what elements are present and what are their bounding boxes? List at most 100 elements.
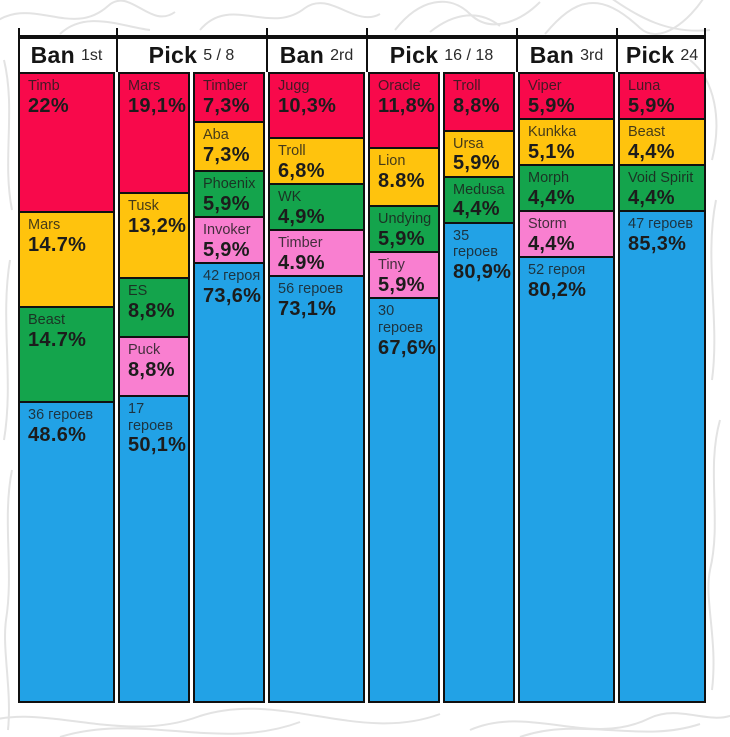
segment-value: 4,9% [278,205,325,228]
segment-value: 5,9% [453,152,500,175]
segment-label: 47 героев [628,216,694,232]
segment-value: 4.9% [278,251,325,274]
segment-green: WK 4,9% [270,185,363,230]
segment-yellow: Tusk 13,2% [120,194,188,278]
segment-blue: 35 героев 80,9% [445,223,513,701]
segment-red: Viper 5,9% [520,74,613,118]
segment-value: 14.7% [28,328,87,351]
segment-label: 36 героев [28,406,94,423]
segment-label: Luna [628,78,661,94]
segment-label: Viper [528,78,562,94]
segment-value: 11,8% [378,94,436,117]
segment-label: Morph [528,170,570,186]
segment-value: 67,6% [378,336,437,359]
header-group-pick-58: Pick 5 / 8 [118,39,265,72]
segment-label: Phoenix [203,175,256,192]
segment-red: Timber 7,3% [195,74,263,121]
header-group-sub-label: 1st [81,46,103,64]
segment-label: 17 героев [128,400,173,434]
segment-yellow: Troll 6,8% [270,139,363,184]
bar-column-6: Troll 8,8% Ursa 5,9% Medusa 4,4% 35 героев 80,9… [443,72,515,703]
segment-value: 7,3% [203,94,250,117]
draft-stats-stacked-bar-chart: Ban 1st Pick 5 / 8 Ban 2rd Pick 16 / 18 Ban 3rd Pi… [18,28,706,703]
segment-value: 5,9% [203,192,250,215]
segment-label: Puck [128,342,161,359]
chart-body: Timb 22% Mars 14.7% Beast 14.7% 36 героев 48.6%… [18,72,706,703]
bar-column-7: Viper 5,9% Kunkka 5,1% Morph 4,4% Storm 4,4% 52 … [518,72,615,703]
segment-label: Mars [128,78,161,94]
segment-label: Beast [628,124,666,140]
chart-top-border [18,35,706,39]
segment-value: 50,1% [128,434,187,457]
header-group-main-label: Ban [529,42,575,68]
segment-red: Mars 19,1% [120,74,188,193]
segment-green: ES 8,8% [120,279,188,337]
header-separator-line [704,28,706,72]
segment-blue: 47 героев 85,3% [620,212,704,701]
header-separator-line [266,28,268,72]
segment-red: Troll 8,8% [445,74,513,130]
segment-label: Troll [453,78,481,94]
segment-blue: 30 героев 67,6% [370,299,438,701]
segment-value: 5,9% [528,94,575,117]
segment-label: Void Spirit [628,170,694,186]
segment-value: 14.7% [28,233,87,256]
segment-value: 22% [28,94,69,117]
segment-green: Undying 5,9% [370,207,438,252]
segment-pink: Tiny 5,9% [370,253,438,298]
segment-label: Jugg [278,78,310,94]
header-group-sub-label: 2rd [330,46,354,64]
segment-green: Morph 4,4% [520,166,613,210]
bar-column-4: Jugg 10,3% Troll 6,8% WK 4,9% Timber 4.9% 56 гер… [268,72,365,703]
header-group-ban-2rd: Ban 2rd [268,39,365,72]
segment-red: Luna 5,9% [620,74,704,118]
header-group-main-label: Pick [625,42,675,68]
segment-blue: 42 героя 73,6% [195,263,263,701]
header-group-ban-3rd: Ban 3rd [518,39,615,72]
segment-label: WK [278,189,302,206]
header-separator-line [116,28,118,72]
segment-label: ES [128,283,148,300]
segment-value: 5,9% [203,238,250,261]
header-group-pick-24: Pick 24 [618,39,706,72]
header-separator-line [516,28,518,72]
segment-value: 48.6% [28,423,87,446]
header-group-main-label: Ban [30,42,75,68]
segment-yellow: Kunkka 5,1% [520,120,613,164]
segment-value: 8,8% [128,358,175,381]
segment-pink: Puck 8,8% [120,338,188,395]
segment-value: 8,8% [128,300,175,323]
segment-value: 80,9% [453,260,512,283]
segment-value: 10,3% [278,94,337,117]
segment-label: Timb [28,78,60,94]
segment-value: 19,1% [128,94,187,117]
segment-value: 85,3% [628,232,687,255]
segment-value: 4,4% [628,140,675,163]
header-separator-line [366,28,368,72]
segment-label: 56 героев [278,281,344,298]
segment-red: Timb 22% [20,74,113,212]
segment-value: 4,4% [528,232,575,255]
segment-label: 42 героя [203,267,261,284]
segment-blue: 36 героев 48.6% [20,402,113,701]
segment-value: 4,4% [628,186,675,209]
segment-label: Timber [278,235,323,252]
segment-value: 8,8% [453,94,500,117]
segment-label: Beast [28,312,66,329]
segment-value: 5,9% [628,94,675,117]
header-group-sub-label: 24 [680,46,699,64]
segment-value: 7,3% [203,143,250,166]
segment-label: Invoker [203,221,251,238]
segment-label: 52 героя [528,262,586,278]
segment-label: 35 героев [453,227,498,261]
segment-blue: 52 героя 80,2% [520,258,613,701]
bar-column-5: Oracle 11,8% Lion 8.8% Undying 5,9% Tiny 5,9% 30… [368,72,440,703]
segment-value: 5,9% [378,273,425,296]
segment-label: Storm [528,216,567,232]
segment-value: 8.8% [378,170,425,193]
segment-value: 5,9% [378,227,425,250]
header-separator-line [616,28,618,72]
chart-header: Ban 1st Pick 5 / 8 Ban 2rd Pick 16 / 18 Ban 3rd Pi… [18,39,706,72]
